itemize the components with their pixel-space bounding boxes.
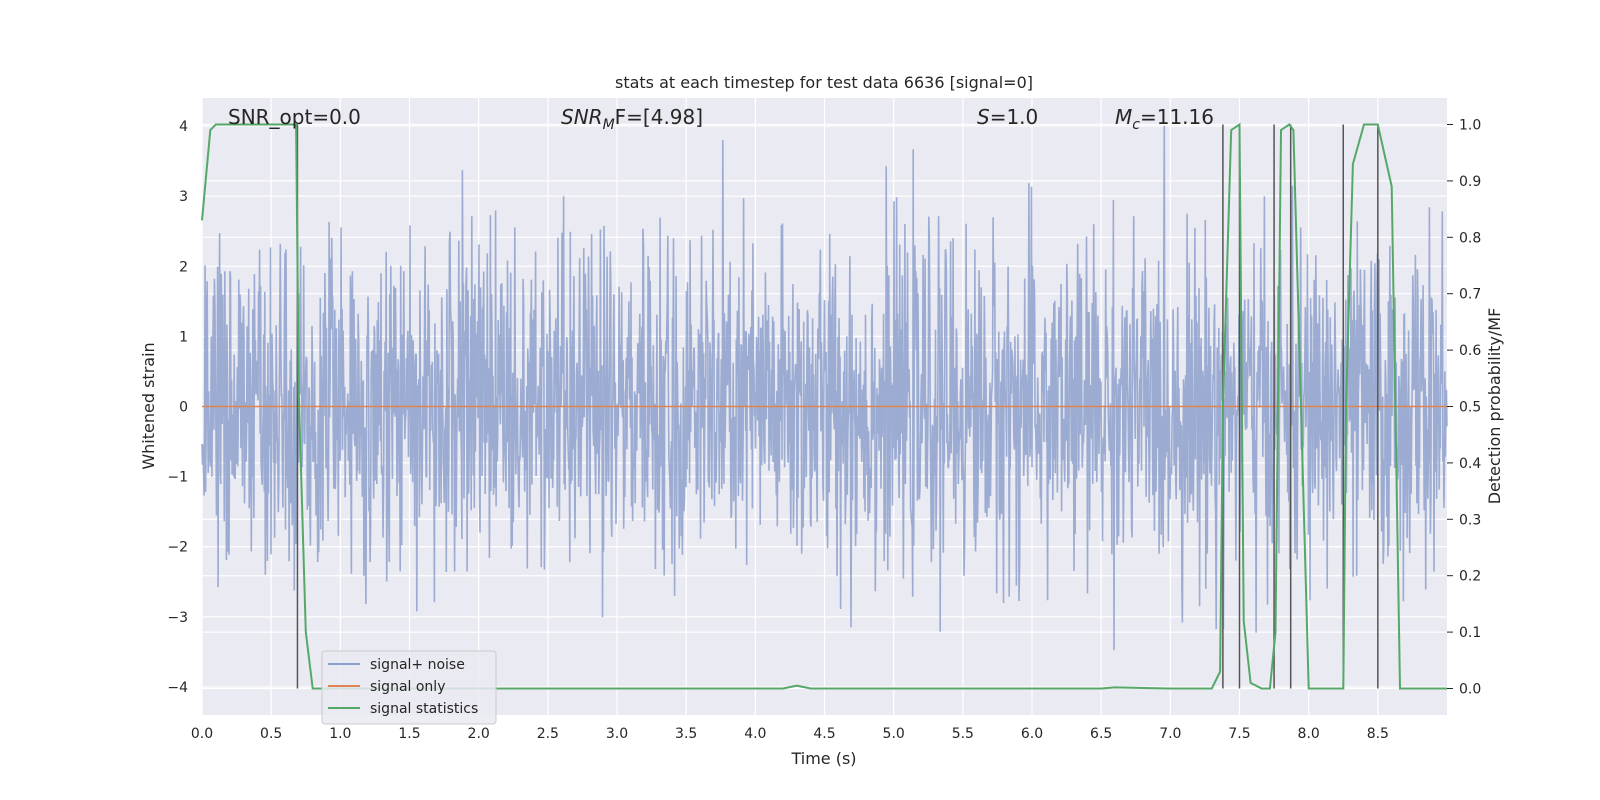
y-axis-left-label: Whitened strain (139, 342, 158, 469)
y-left-tick-label: 3 (179, 189, 188, 205)
y-right-tick-label: 0.7 (1459, 287, 1481, 303)
x-tick-label: 0.5 (260, 726, 282, 742)
x-tick-labels: 0.0 0.5 1.0 1.5 2.0 2.5 3.0 3.5 4.0 4.5 5.0 5.5 6.0 6… (191, 726, 1389, 742)
legend-label-signal-noise: signal+ noise (370, 657, 465, 673)
y-right-tick-labels: 1.0 0.9 0.8 0.7 0.6 0.5 0.4 0.3 0.2 0.1 0.0 (1447, 118, 1481, 697)
y-right-tick-label: 0.1 (1459, 625, 1481, 641)
series-signal-statistics (201, 122, 1447, 690)
x-tick-label: 1.5 (398, 726, 420, 742)
x-tick-label: 3.5 (675, 726, 697, 742)
legend-label-signal-statistics: signal statistics (370, 701, 478, 717)
y-right-tick-label: 0.8 (1459, 230, 1481, 246)
annotation-mc: Mc=11.16 (1115, 105, 1214, 133)
annotation-s: S=1.0 (977, 105, 1038, 129)
annotation-snr-opt: SNR_opt=0.0 (228, 105, 361, 129)
x-tick-label: 4.5 (813, 726, 835, 742)
y-right-tick-label: 0.5 (1459, 400, 1481, 416)
x-tick-label: 6.5 (1090, 726, 1112, 742)
x-tick-label: 2.5 (537, 726, 559, 742)
x-tick-label: 1.0 (329, 726, 351, 742)
x-tick-label: 5.0 (883, 726, 905, 742)
x-tick-label: 0.0 (191, 726, 213, 742)
y-right-tick-label: 0.9 (1459, 174, 1481, 190)
y-left-tick-label: 2 (179, 259, 188, 275)
y-left-tick-label: 0 (179, 400, 188, 416)
legend: signal+ noise signal only signal statist… (321, 650, 497, 725)
y-axis-right-label: Detection probability/MF (1485, 308, 1504, 505)
y-right-tick-label: 1.0 (1459, 118, 1481, 134)
y-right-tick-label: 0.4 (1459, 456, 1481, 472)
chart-title: stats at each timestep for test data 663… (615, 73, 1033, 92)
y-left-tick-label: −1 (167, 470, 188, 486)
y-right-tick-label: 0.3 (1459, 512, 1481, 528)
y-left-tick-label: 4 (179, 119, 188, 135)
y-left-tick-label: −4 (167, 680, 188, 696)
x-tick-label: 8.0 (1298, 726, 1320, 742)
x-tick-label: 4.0 (744, 726, 766, 742)
y-right-tick-label: 0.2 (1459, 569, 1481, 585)
y-right-tick-label: 0.0 (1459, 681, 1481, 697)
y-right-tick-label: 0.6 (1459, 343, 1481, 359)
x-tick-label: 3.0 (606, 726, 628, 742)
y-left-tick-label: −2 (167, 540, 188, 556)
y-left-tick-labels: 4 3 2 1 0 −1 −2 −3 −4 (167, 119, 188, 696)
x-tick-label: 5.5 (952, 726, 974, 742)
x-tick-label: 2.0 (468, 726, 490, 742)
x-tick-label: 7.5 (1228, 726, 1250, 742)
annotation-snr-mf: SNRMF=[4.98] (561, 105, 703, 133)
x-tick-label: 6.0 (1021, 726, 1043, 742)
x-axis-label: Time (s) (790, 749, 856, 768)
x-tick-label: 7.0 (1159, 726, 1181, 742)
legend-box (321, 650, 497, 725)
y-left-tick-label: 1 (179, 329, 188, 345)
x-tick-label: 8.5 (1367, 726, 1389, 742)
legend-label-signal-only: signal only (370, 679, 445, 695)
y-left-tick-label: −3 (167, 610, 188, 626)
